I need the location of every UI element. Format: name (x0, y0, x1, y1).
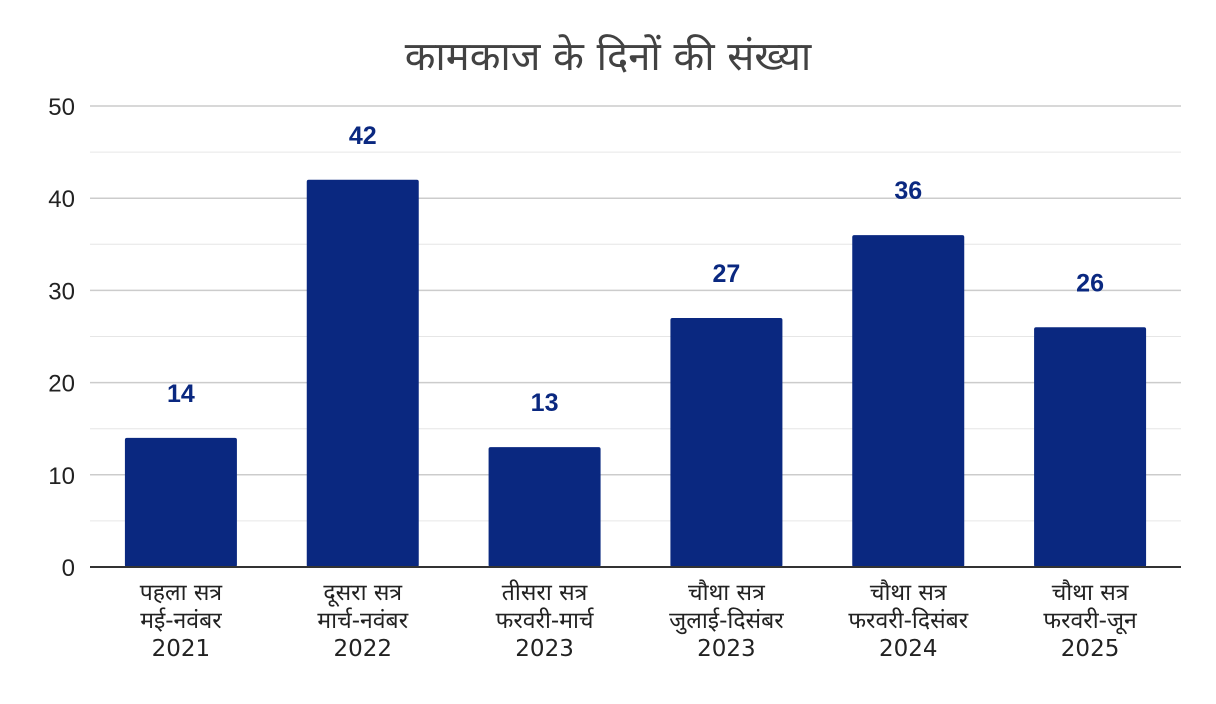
bar (124, 437, 237, 567)
x-tick-label-line: फरवरी-जून (1043, 607, 1138, 635)
data-label: 26 (1076, 269, 1104, 297)
bar (1034, 327, 1147, 567)
data-label: 36 (894, 177, 922, 205)
bars (124, 179, 1147, 567)
data-label: 42 (349, 122, 377, 150)
y-tick-label: 20 (48, 371, 75, 398)
x-axis-labels: पहला सत्र मई-नवंबर 2021 दूसरा सत्र मार्च-नवं… (140, 579, 1138, 662)
bar (306, 179, 419, 567)
x-tick-label-line: फरवरी-दिसंबर (848, 607, 968, 634)
minor-gridlines (90, 151, 1181, 522)
y-tick-label: 0 (62, 555, 75, 582)
x-tick-label-line: 2022 (333, 636, 392, 662)
y-tick-label: 50 (48, 94, 75, 121)
x-tick-label: तीसरा सत्र फरवरी-मार्च 2023 (496, 579, 595, 662)
data-label: 13 (531, 389, 559, 417)
x-tick-label-line: मई-नवंबर (140, 607, 222, 634)
y-tick-label: 40 (48, 186, 75, 213)
data-labels: 14 42 13 27 36 26 (167, 122, 1104, 417)
x-tick-label-line: चौथा सत्र (688, 579, 766, 606)
x-tick-label-line: चौथा सत्र (870, 579, 948, 606)
x-tick-label-line: जुलाई-दिसंबर (669, 607, 784, 635)
x-tick-label-line: 2024 (879, 636, 938, 662)
x-tick-label-line: पहला सत्र (140, 580, 224, 606)
x-tick-label-line: 2025 (1061, 636, 1120, 662)
x-tick-label-line: 2021 (152, 636, 211, 662)
y-axis-ticks: 0 10 20 30 40 50 (48, 94, 75, 582)
data-label: 27 (713, 260, 741, 288)
x-tick-label-line: चौथा सत्र (1052, 579, 1130, 606)
x-tick-label-line: तीसरा सत्र (502, 579, 589, 606)
x-tick-label-line: दूसरा सत्र (323, 580, 403, 607)
bar (670, 318, 783, 567)
x-tick-label: पहला सत्र मई-नवंबर 2021 (140, 580, 224, 662)
x-tick-label: चौथा सत्र फरवरी-जून 2025 (1043, 579, 1138, 662)
chart-title: कामकाज के दिनों की संख्या (405, 34, 812, 80)
x-tick-label-line: फरवरी-मार्च (496, 607, 595, 634)
x-tick-label: दूसरा सत्र मार्च-नवंबर 2022 (317, 580, 408, 662)
y-tick-label: 30 (48, 278, 75, 305)
bar (488, 447, 601, 567)
y-tick-label: 10 (48, 463, 75, 490)
bar (852, 235, 965, 567)
x-tick-label-line: 2023 (697, 636, 756, 662)
x-tick-label: चौथा सत्र जुलाई-दिसंबर 2023 (669, 579, 784, 662)
x-tick-label: चौथा सत्र फरवरी-दिसंबर 2024 (848, 579, 968, 662)
data-label: 14 (167, 380, 195, 408)
x-tick-label-line: मार्च-नवंबर (317, 607, 408, 634)
x-tick-label-line: 2023 (515, 636, 574, 662)
major-gridlines (90, 105, 1181, 476)
